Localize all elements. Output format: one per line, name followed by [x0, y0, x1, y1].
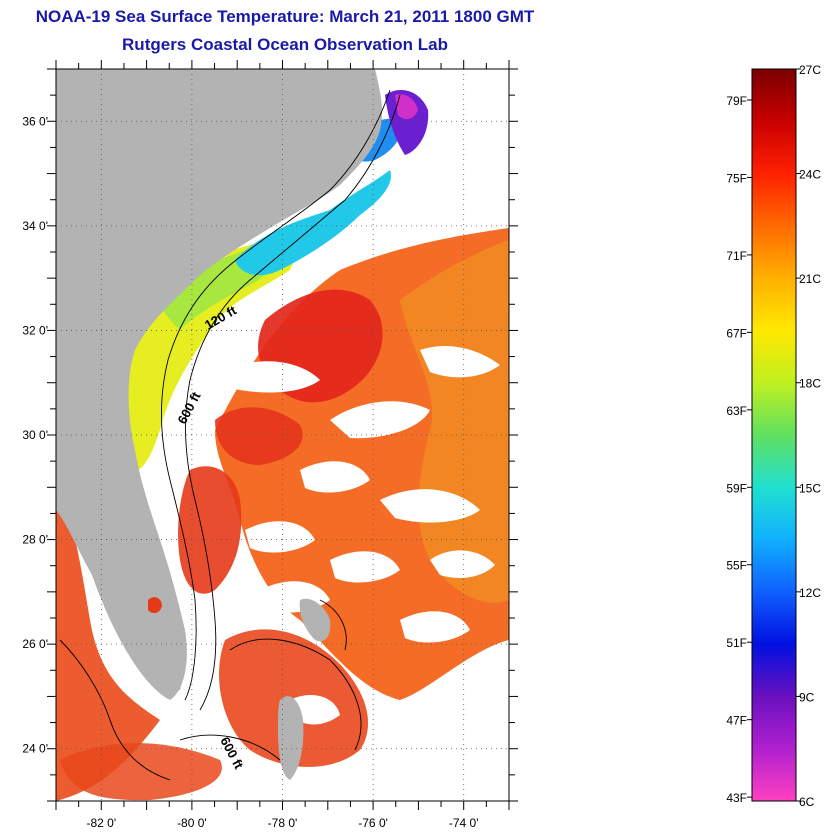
graticule — [56, 69, 509, 801]
colorbar-fahrenheit-label: 63F — [726, 404, 747, 418]
pamlico-sound-magenta — [395, 94, 418, 120]
colorbar-celsius-label: 27C — [799, 63, 821, 77]
colorbar-celsius-label: 21C — [799, 272, 821, 286]
colorbar-fahrenheit-label: 67F — [726, 326, 747, 340]
longitude-label: -74 0' — [449, 816, 479, 830]
colorbar-celsius-label: 24C — [799, 168, 821, 182]
longitude-label: -76 0' — [358, 816, 388, 830]
colorbar-fahrenheit-labels: 79F 75F 71F 67F 63F 59F 55F 51F 47F 43F — [726, 94, 752, 805]
longitude-labels: -82 0' -80 0' -78 0' -76 0' -74 0' — [86, 816, 478, 830]
keys-warm-water — [60, 743, 222, 801]
colorbar-fahrenheit-label: 71F — [726, 249, 747, 263]
colorbar-fahrenheit-label: 79F — [726, 94, 747, 108]
gulf-warm-water — [56, 490, 160, 801]
colorbar — [751, 68, 797, 802]
latitude-labels: 36 0' 34 0' 32 0' 30 0' 28 0' 26 0' 24 0' — [22, 114, 48, 755]
colorbar-fahrenheit-label: 47F — [726, 714, 747, 728]
longitude-label: -82 0' — [86, 816, 116, 830]
axis-ticks — [47, 60, 518, 810]
florida-peninsula — [56, 488, 184, 692]
hot-core-south — [215, 407, 303, 465]
florida-strait-warm — [178, 466, 242, 594]
colorbar-fahrenheit-label: 43F — [726, 791, 747, 805]
latitude-label: 28 0' — [22, 533, 48, 547]
colorbar-fahrenheit-label: 51F — [726, 636, 747, 650]
colorbar-celsius-label: 12C — [799, 586, 821, 600]
pamlico-sound-cold — [385, 90, 429, 155]
colorbar-celsius-label: 6C — [799, 795, 815, 809]
bahamas-warm-water — [219, 629, 369, 767]
cyan-shelf-water — [235, 170, 391, 276]
lake-okeechobee — [148, 597, 162, 614]
colorbar-fahrenheit-label: 59F — [726, 481, 747, 495]
colorbar-fahrenheit-label: 75F — [726, 171, 747, 185]
colorbar-celsius-label: 9C — [799, 690, 815, 704]
latitude-label: 26 0' — [22, 637, 48, 651]
abaco-island — [299, 598, 331, 642]
colorbar-celsius-labels: 27C 24C 21C 18C 15C 12C 9C 6C — [796, 63, 821, 809]
andros-island — [278, 696, 304, 780]
colorbar-celsius-label: 15C — [799, 481, 821, 495]
latitude-label: 32 0' — [22, 323, 48, 337]
latitude-label: 24 0' — [22, 742, 48, 756]
colorbar-celsius-label: 18C — [799, 377, 821, 391]
cloud-gaps — [190, 345, 500, 725]
map-subtitle: Rutgers Coastal Ocean Observation Lab — [122, 35, 448, 54]
latitude-label: 30 0' — [22, 428, 48, 442]
latitude-label: 34 0' — [22, 219, 48, 233]
map-title: NOAA-19 Sea Surface Temperature: March 2… — [35, 7, 535, 26]
longitude-label: -78 0' — [268, 816, 298, 830]
longitude-label: -80 0' — [177, 816, 207, 830]
depth-contours — [59, 89, 401, 781]
colorbar-fahrenheit-label: 55F — [726, 559, 747, 573]
latitude-label: 36 0' — [22, 114, 48, 128]
